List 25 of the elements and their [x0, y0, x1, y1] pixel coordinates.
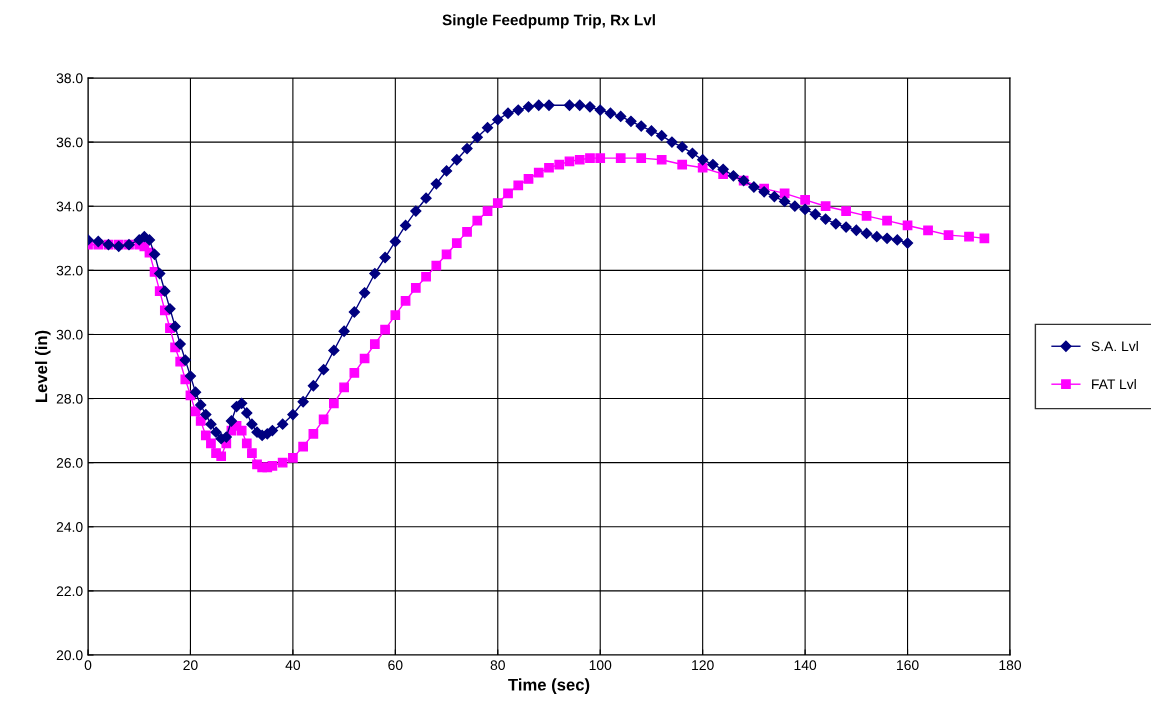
x-tick-label: 20 [183, 660, 198, 671]
legend-label: S.A. Lvl [1091, 341, 1138, 352]
y-tick-label: 20.0 [56, 650, 83, 661]
y-tick-label: 22.0 [56, 586, 83, 597]
x-tick-label: 40 [285, 660, 301, 671]
y-tick-label: 30.0 [56, 329, 83, 340]
y-tick-label: 34.0 [56, 201, 83, 212]
x-tick-label: 80 [490, 660, 505, 671]
y-axis-title: Level (in) [35, 330, 51, 402]
x-tick-label: 60 [388, 660, 403, 671]
y-tick-label: 24.0 [56, 522, 83, 532]
x-tick-label: 180 [999, 660, 1022, 671]
x-tick-label: 120 [692, 660, 714, 671]
x-tick-label: 160 [897, 660, 919, 671]
x-tick-label: 140 [794, 660, 817, 671]
x-tick-label: 100 [589, 660, 612, 671]
y-tick-label: 28.0 [56, 393, 83, 404]
y-tick-label: 36.0 [56, 137, 83, 148]
x-tick-label: 0 [84, 660, 92, 671]
y-tick-label: 38.0 [56, 73, 83, 84]
y-tick-label: 32.0 [56, 265, 83, 276]
x-axis-title: Time (sec) [508, 678, 590, 694]
y-tick-label: 26.0 [56, 458, 83, 468]
legend-label: FAT Lvl [1092, 379, 1136, 390]
chart-title: Single Feedpump Trip, Rx Lvl [442, 14, 655, 29]
